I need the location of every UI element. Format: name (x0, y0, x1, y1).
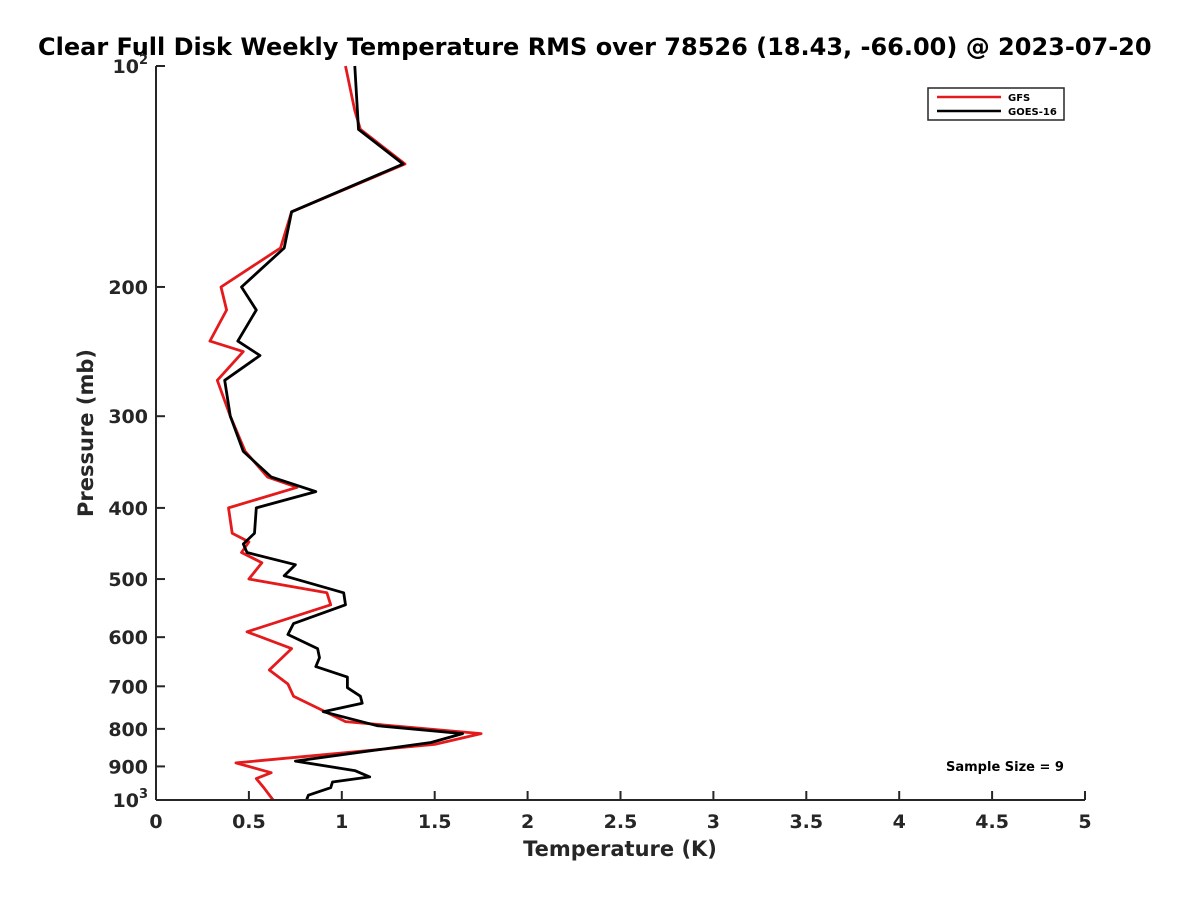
sample-size-annotation: Sample Size = 9 (946, 760, 1064, 775)
chart-legend: GFS GOES-16 (927, 87, 1065, 121)
y-tick-label: 600 (108, 627, 148, 649)
y-tick-label: 500 (108, 569, 148, 591)
y-axis-ticks: 102 200 300 400 500 600 700 800 900 103 (108, 53, 165, 812)
plot-frame (156, 66, 1085, 799)
x-axis-ticks: 0 0.5 1 1.5 2 2.5 3 3.5 4 4.5 5 (149, 791, 1092, 833)
legend-box (927, 87, 1065, 121)
y-tick-label: 103 (113, 787, 149, 812)
y-tick-label: 400 (108, 498, 148, 520)
series-group (208, 65, 483, 801)
y-tick-label: 200 (108, 277, 148, 299)
series-line-gfs (208, 65, 483, 801)
y-tick-label: 102 (113, 53, 149, 78)
x-tick-label: 4 (893, 811, 906, 833)
y-tick-label: 900 (108, 756, 148, 778)
x-tick-label: 3 (707, 811, 720, 833)
x-tick-label: 3.5 (789, 811, 823, 833)
x-tick-label: 0 (149, 811, 162, 833)
chart-title: Clear Full Disk Weekly Temperature RMS o… (38, 33, 1152, 61)
x-tick-label: 1.5 (418, 811, 452, 833)
x-tick-label: 1 (335, 811, 348, 833)
y-tick-label: 300 (108, 406, 148, 428)
y-tick-label: 700 (108, 676, 148, 698)
y-tick-label: 800 (108, 719, 148, 741)
legend-label: GFS (1008, 93, 1030, 104)
x-tick-label: 2.5 (604, 811, 638, 833)
series-line-goes-16 (223, 65, 464, 801)
x-tick-label: 4.5 (975, 811, 1009, 833)
y-axis-label: Pressure (mb) (74, 349, 98, 517)
legend-label: GOES-16 (1008, 107, 1057, 118)
plot-area: 0 0.5 1 1.5 2 2.5 3 3.5 4 4.5 5 102 200 300 400 500 600… (108, 53, 1091, 833)
x-tick-label: 0.5 (232, 811, 266, 833)
x-tick-label: 2 (521, 811, 534, 833)
x-axis-label: Temperature (K) (523, 837, 717, 861)
x-tick-label: 5 (1078, 811, 1091, 833)
